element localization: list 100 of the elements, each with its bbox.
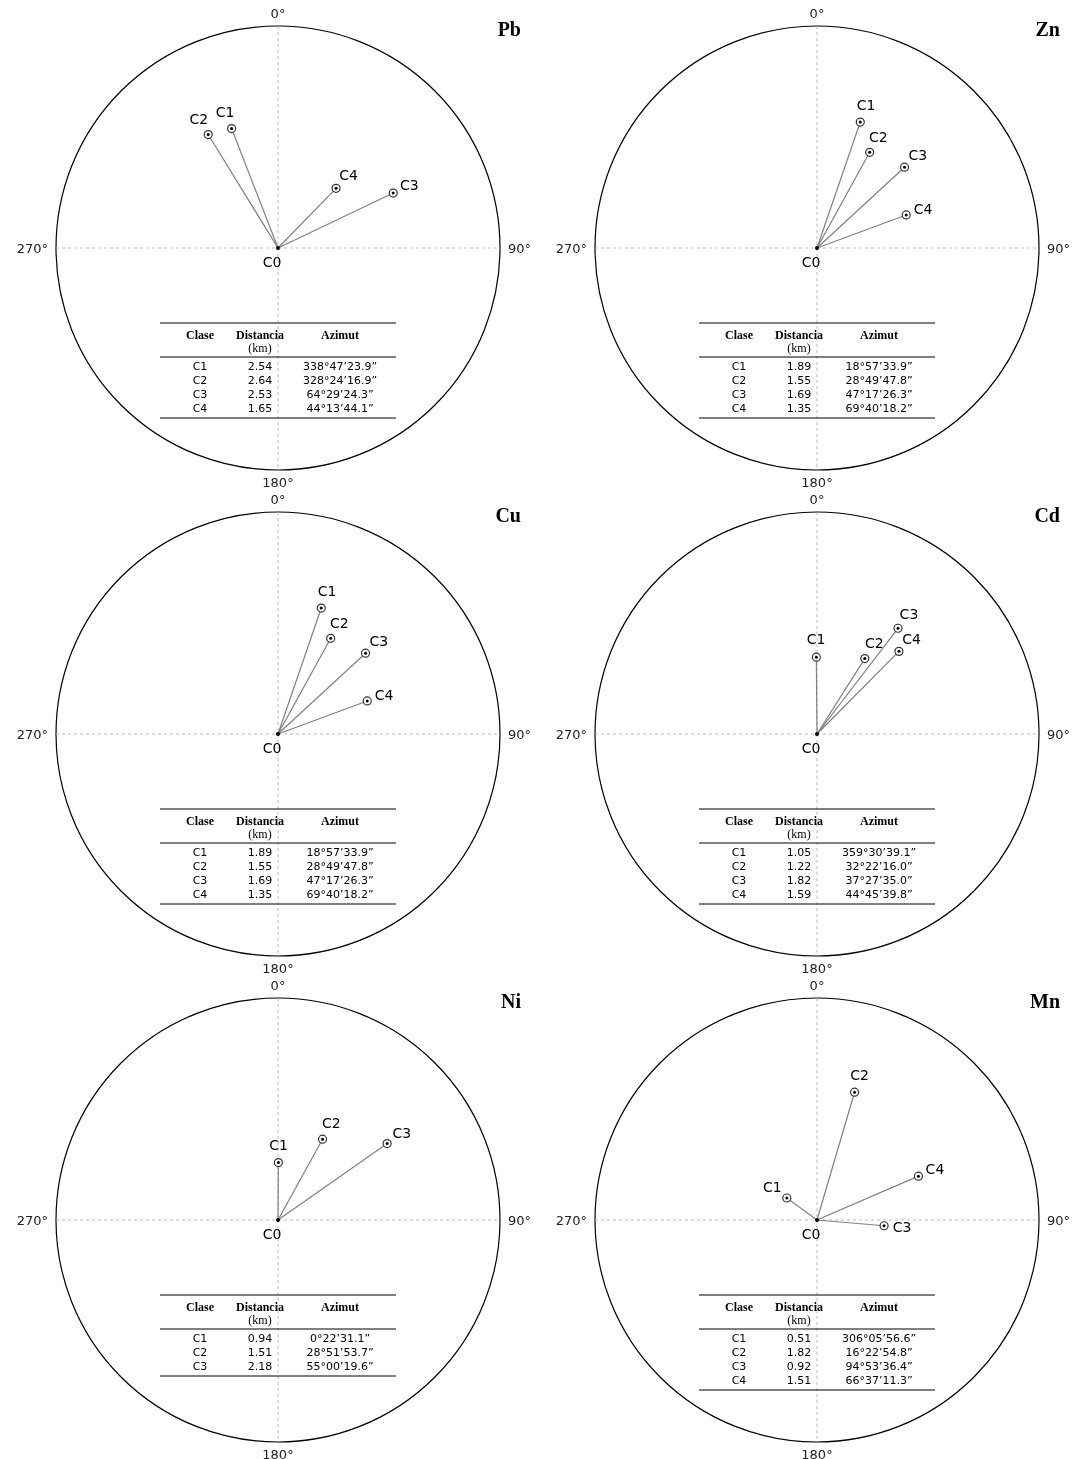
text: 32°22’16.0”	[845, 860, 913, 873]
text: C0	[262, 740, 282, 756]
category-label: C2	[865, 635, 884, 652]
data-label: 1.55	[786, 374, 812, 387]
data-label: 2.64	[247, 374, 273, 387]
data-label: 2.18	[247, 1360, 273, 1373]
category-label: C1	[806, 631, 826, 648]
data-label: 0.92	[786, 1360, 812, 1373]
data-label: 1.82	[786, 1346, 812, 1359]
category-label: C1	[317, 583, 337, 599]
text: Clase	[186, 328, 215, 342]
text: 0°	[270, 6, 286, 21]
text: Azimut	[321, 814, 359, 828]
category-label: C1	[192, 846, 208, 859]
text: 28°51’53.7”	[306, 1346, 374, 1359]
text: 180°	[262, 961, 294, 976]
category-label: C3	[192, 874, 208, 887]
text: C0	[801, 1226, 821, 1242]
text: Clase	[725, 814, 754, 828]
text: Azimut	[860, 1300, 898, 1314]
text: 28°49’47.8”	[845, 374, 913, 387]
data-label: 1.69	[786, 388, 812, 401]
text: 94°53’36.4”	[845, 1360, 913, 1373]
text: 37°27’35.0”	[845, 874, 913, 887]
text: 69°40’18.2”	[306, 888, 374, 901]
category-label: C1	[762, 1179, 782, 1196]
data-label: 1.82	[786, 874, 812, 887]
text: 55°00’19.6”	[306, 1360, 374, 1373]
data-label: 1.69	[247, 874, 273, 887]
text: Distancia (km)	[236, 328, 284, 355]
data-label: 1.59	[786, 888, 812, 901]
data-label: 1.22	[786, 860, 812, 873]
text: 69°40’18.2”	[845, 402, 913, 415]
category-label: C2	[869, 128, 888, 145]
category-label: C4	[192, 402, 208, 415]
text: 328°24’16.9”	[302, 374, 378, 387]
category-label: C3	[731, 388, 747, 401]
text: 0°22’31.1”	[309, 1332, 371, 1345]
text: Clase	[725, 1300, 754, 1314]
text: 90°	[508, 240, 532, 256]
text: 180°	[801, 1447, 833, 1459]
category-label: C4	[192, 888, 208, 901]
text: 66°37’11.3”	[845, 1374, 913, 1387]
category-label: C2	[321, 1115, 341, 1132]
text: C0	[801, 740, 821, 756]
category-label: C2	[731, 1346, 747, 1359]
category-label: C3	[400, 177, 419, 194]
text: 44°13’44.1”	[306, 402, 374, 415]
text: Distancia (km)	[775, 1300, 823, 1327]
text: Distancia (km)	[236, 814, 284, 841]
category-label: C4	[913, 200, 933, 217]
category-label: C2	[850, 1066, 869, 1083]
category-label: C1	[192, 1332, 208, 1345]
category-label: C1	[192, 360, 208, 373]
text: 18°57’33.9”	[845, 360, 913, 373]
data-label: 0.51	[786, 1332, 812, 1345]
text: C0	[262, 1226, 282, 1242]
data-label: 1.35	[786, 402, 812, 415]
text: 90°	[1047, 726, 1071, 742]
text: C0	[262, 254, 282, 270]
data-label: 1.51	[247, 1346, 273, 1359]
category-label: C3	[731, 1360, 747, 1373]
category-label: C4	[731, 1374, 747, 1387]
text: 180°	[262, 475, 294, 490]
data-label: 1.89	[247, 846, 273, 859]
text: Distancia (km)	[775, 328, 823, 355]
text: 64°29’24.3”	[306, 388, 374, 401]
text: Clase	[725, 328, 754, 342]
category-label: C3	[908, 147, 928, 163]
category-label: C2	[192, 374, 208, 387]
category-label: C4	[731, 402, 747, 415]
text: Clase	[186, 814, 215, 828]
text: Distancia (km)	[236, 1300, 284, 1327]
text: 18°57’33.9”	[306, 846, 374, 859]
text: 270°	[555, 726, 587, 742]
category-label: C3	[392, 1125, 412, 1142]
text: Clase	[186, 1300, 215, 1314]
category-label: C1	[731, 1332, 747, 1345]
text: 47°17’26.3”	[306, 874, 374, 887]
category-label: C4	[731, 888, 747, 901]
text: 180°	[801, 475, 833, 490]
text: 90°	[1047, 1212, 1071, 1228]
text: Mn	[1030, 990, 1060, 1012]
text: Azimut	[860, 814, 898, 828]
category-label: C4	[339, 167, 359, 184]
category-label: C2	[731, 860, 747, 873]
category-label: C3	[899, 605, 919, 622]
data-label: 1.65	[247, 402, 273, 415]
category-label: C2	[330, 614, 349, 631]
text: 180°	[262, 1447, 294, 1459]
category-label: C1	[731, 360, 747, 373]
category-label: C2	[192, 860, 208, 873]
text: Pb	[497, 18, 521, 40]
text: Azimut	[321, 1300, 359, 1314]
data-label: 2.54	[247, 360, 273, 373]
text: 270°	[16, 1212, 48, 1228]
text: Distancia (km)	[775, 814, 823, 841]
category-label: C4	[925, 1161, 945, 1177]
category-label: C1	[856, 97, 876, 113]
text: 0°	[270, 978, 286, 993]
